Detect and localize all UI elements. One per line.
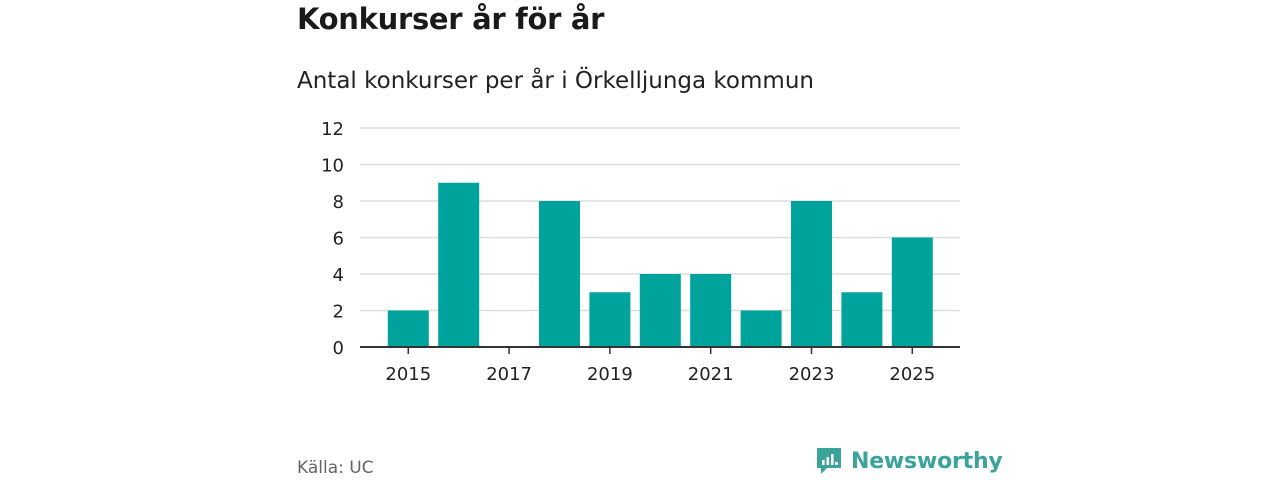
chart-subtitle: Antal konkurser per år i Örkelljunga kom…: [297, 68, 814, 94]
y-tick-label: 12: [321, 119, 344, 140]
x-axis: [360, 346, 960, 354]
x-tick-label: 2017: [486, 364, 532, 385]
y-tick-label: 10: [321, 156, 344, 177]
bar-2016: [438, 182, 480, 347]
bar-2019: [589, 292, 631, 347]
chart-title: Konkurser år för år: [297, 2, 605, 36]
y-tick-label: 6: [333, 229, 344, 250]
brand-name: Newsworthy: [851, 448, 1003, 474]
bar-2020: [639, 274, 681, 347]
brand-logo: Newsworthy: [815, 446, 1003, 476]
y-tick-label: 2: [333, 302, 344, 323]
y-tick-label: 0: [333, 338, 344, 359]
y-tick-label: 4: [333, 265, 344, 286]
newsworthy-logo-icon: [817, 448, 841, 474]
bar-2015: [387, 310, 429, 347]
x-tick-label: 2021: [688, 364, 734, 385]
bar-chart: 0 2 4 6 8 10 12 2015 2017 2019 2021 2023 2025: [321, 119, 960, 385]
x-tick-label: 2015: [385, 364, 431, 385]
bar-2025: [891, 237, 933, 347]
x-tick-label: 2019: [587, 364, 633, 385]
bar-2022: [740, 310, 782, 347]
y-tick-label: 8: [333, 192, 344, 213]
x-tick-labels: 2015 2017 2019 2021 2023 2025: [385, 364, 935, 385]
bar-2021: [690, 274, 732, 347]
x-tick-label: 2025: [889, 364, 935, 385]
x-tick-label: 2023: [789, 364, 835, 385]
bar-2023: [791, 201, 832, 347]
bars: [387, 182, 933, 347]
source-note: Källa: UC: [297, 458, 374, 478]
bar-2018: [539, 201, 580, 347]
bar-2024: [841, 292, 883, 347]
y-tick-labels: 0 2 4 6 8 10 12: [321, 119, 344, 359]
